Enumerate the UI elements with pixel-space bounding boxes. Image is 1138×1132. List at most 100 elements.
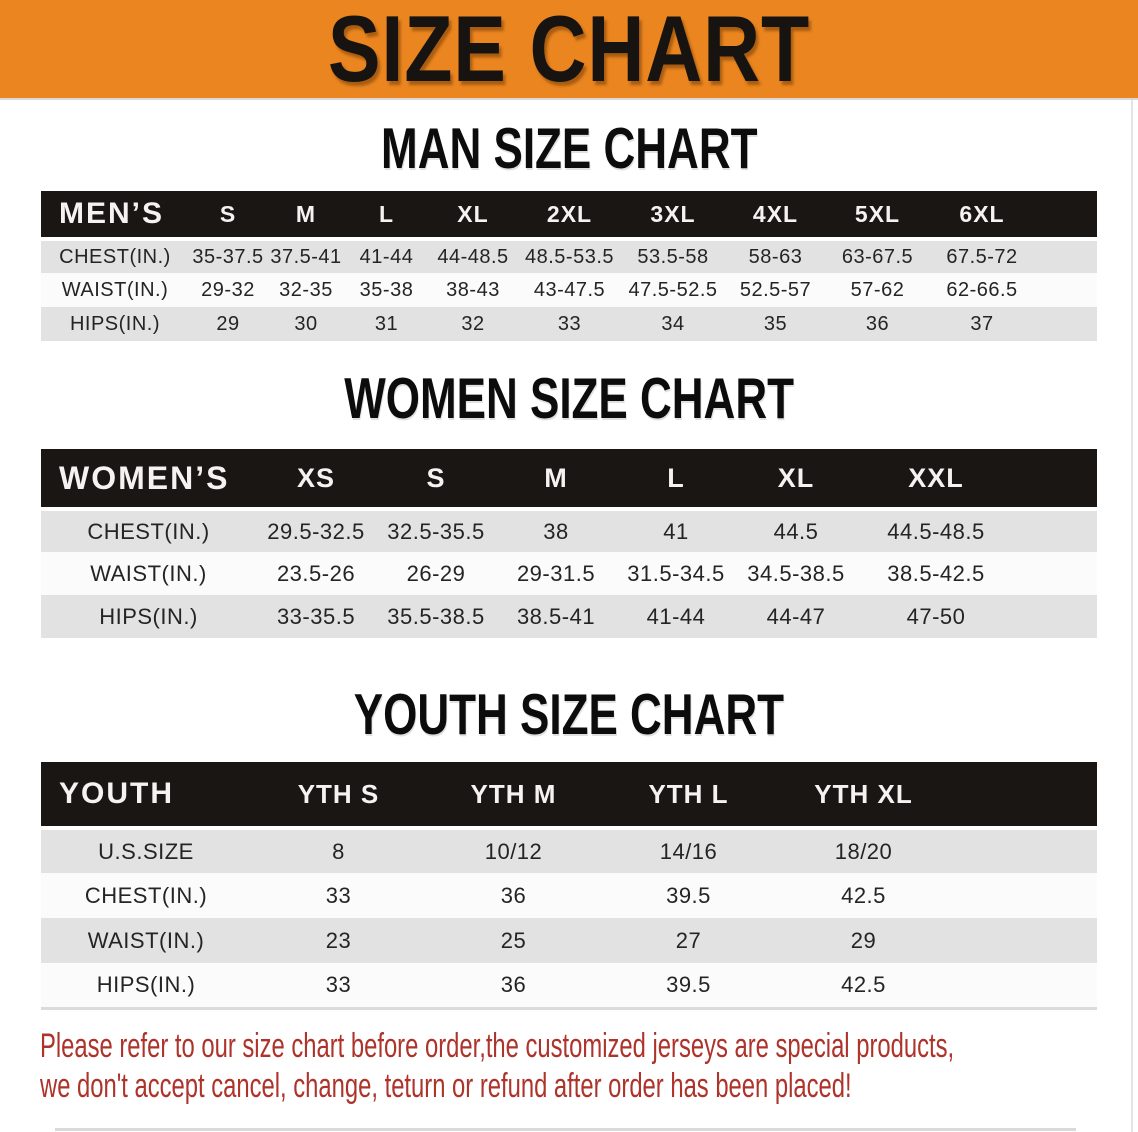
filler-cell — [1035, 191, 1097, 241]
men-size-header: 6XL — [929, 191, 1035, 241]
value-cell: 29-32 — [189, 273, 267, 307]
men-group-label: MEN’S — [41, 191, 189, 241]
value-cell: 34.5-38.5 — [736, 552, 856, 595]
value-cell: 58-63 — [725, 239, 826, 273]
women-size-header: S — [376, 449, 496, 511]
value-cell: 53.5-58 — [621, 239, 725, 273]
men-waist-row: WAIST(IN.) 29-32 32-35 35-38 38-43 43-47… — [41, 273, 1097, 307]
value-cell: 42.5 — [776, 963, 951, 1010]
row-label: HIPS(IN.) — [41, 307, 189, 341]
value-cell: 41-44 — [345, 239, 428, 273]
filler-cell — [1035, 273, 1097, 307]
women-section-title: WOMEN SIZE CHART — [0, 365, 1138, 431]
value-cell: 29 — [776, 918, 951, 963]
value-cell: 43-47.5 — [518, 273, 621, 307]
value-cell: 32.5-35.5 — [376, 509, 496, 552]
men-size-header: 2XL — [518, 191, 621, 241]
value-cell: 35 — [725, 307, 826, 341]
value-cell: 41 — [616, 509, 736, 552]
women-chest-row: CHEST(IN.) 29.5-32.5 32.5-35.5 38 41 44.… — [41, 509, 1097, 552]
value-cell: 32-35 — [267, 273, 345, 307]
youth-section-title: YOUTH SIZE CHART — [0, 681, 1138, 747]
value-cell: 31.5-34.5 — [616, 552, 736, 595]
value-cell: 32 — [428, 307, 518, 341]
men-size-header: S — [189, 191, 267, 241]
women-size-header: XS — [256, 449, 376, 511]
filler-cell — [951, 762, 1097, 830]
women-waist-row: WAIST(IN.) 23.5-26 26-29 29-31.5 31.5-34… — [41, 552, 1097, 595]
value-cell: 35-38 — [345, 273, 428, 307]
youth-hips-row: HIPS(IN.) 33 36 39.5 42.5 — [41, 963, 1097, 1010]
value-cell: 33 — [251, 873, 426, 918]
value-cell: 8 — [251, 828, 426, 873]
value-cell: 23 — [251, 918, 426, 963]
men-size-header: L — [345, 191, 428, 241]
size-chart-banner: SIZE CHART — [0, 0, 1138, 100]
value-cell: 27 — [601, 918, 776, 963]
value-cell: 44-48.5 — [428, 239, 518, 273]
value-cell: 25 — [426, 918, 601, 963]
women-header-row: WOMEN’S XS S M L XL XXL — [41, 449, 1097, 511]
disclaimer-line-1: Please refer to our size chart before or… — [40, 1026, 955, 1065]
value-cell: 36 — [826, 307, 929, 341]
filler-cell — [1035, 307, 1097, 341]
row-label: HIPS(IN.) — [41, 963, 251, 1010]
value-cell: 26-29 — [376, 552, 496, 595]
value-cell: 35.5-38.5 — [376, 595, 496, 638]
women-size-table: WOMEN’S XS S M L XL XXL CHEST(IN.) 29.5-… — [41, 449, 1097, 638]
value-cell: 44-47 — [736, 595, 856, 638]
youth-size-header: YTH XL — [776, 762, 951, 830]
value-cell: 67.5-72 — [929, 239, 1035, 273]
value-cell: 52.5-57 — [725, 273, 826, 307]
banner-title: SIZE CHART — [327, 0, 811, 101]
filler-cell — [951, 963, 1097, 1010]
women-size-header: XL — [736, 449, 856, 511]
youth-header-row: YOUTH YTH S YTH M YTH L YTH XL — [41, 762, 1097, 830]
men-size-header: M — [267, 191, 345, 241]
row-label: CHEST(IN.) — [41, 873, 251, 918]
value-cell: 42.5 — [776, 873, 951, 918]
row-label: WAIST(IN.) — [41, 273, 189, 307]
women-section-title-text: WOMEN SIZE CHART — [344, 365, 794, 431]
row-label: WAIST(IN.) — [41, 552, 256, 595]
men-size-header: 3XL — [621, 191, 725, 241]
value-cell: 33 — [251, 963, 426, 1010]
youth-size-header: YTH S — [251, 762, 426, 830]
filler-cell — [1016, 595, 1097, 638]
filler-cell — [1016, 509, 1097, 552]
bottom-divider — [55, 1128, 1076, 1131]
value-cell: 41-44 — [616, 595, 736, 638]
value-cell: 36 — [426, 963, 601, 1010]
man-section-title-text: MAN SIZE CHART — [380, 115, 758, 181]
women-size-header: XXL — [856, 449, 1016, 511]
women-hips-row: HIPS(IN.) 33-35.5 35.5-38.5 38.5-41 41-4… — [41, 595, 1097, 638]
filler-cell — [1016, 552, 1097, 595]
value-cell: 37 — [929, 307, 1035, 341]
men-size-table: MEN’S S M L XL 2XL 3XL 4XL 5XL 6XL CHEST… — [41, 191, 1097, 341]
row-label: CHEST(IN.) — [41, 509, 256, 552]
youth-ussize-row: U.S.SIZE 8 10/12 14/16 18/20 — [41, 828, 1097, 873]
value-cell: 29 — [189, 307, 267, 341]
filler-cell — [951, 828, 1097, 873]
value-cell: 18/20 — [776, 828, 951, 873]
value-cell: 33 — [518, 307, 621, 341]
row-label: CHEST(IN.) — [41, 239, 189, 273]
value-cell: 38-43 — [428, 273, 518, 307]
value-cell: 38.5-41 — [496, 595, 616, 638]
value-cell: 14/16 — [601, 828, 776, 873]
youth-waist-row: WAIST(IN.) 23 25 27 29 — [41, 918, 1097, 963]
value-cell: 30 — [267, 307, 345, 341]
value-cell: 36 — [426, 873, 601, 918]
value-cell: 10/12 — [426, 828, 601, 873]
value-cell: 48.5-53.5 — [518, 239, 621, 273]
women-size-header: L — [616, 449, 736, 511]
value-cell: 57-62 — [826, 273, 929, 307]
value-cell: 44.5-48.5 — [856, 509, 1016, 552]
value-cell: 47-50 — [856, 595, 1016, 638]
value-cell: 23.5-26 — [256, 552, 376, 595]
youth-section-title-text: YOUTH SIZE CHART — [353, 681, 785, 747]
right-edge-line — [1131, 100, 1133, 1132]
youth-group-label: YOUTH — [41, 762, 251, 830]
filler-cell — [1016, 449, 1097, 511]
filler-cell — [951, 873, 1097, 918]
